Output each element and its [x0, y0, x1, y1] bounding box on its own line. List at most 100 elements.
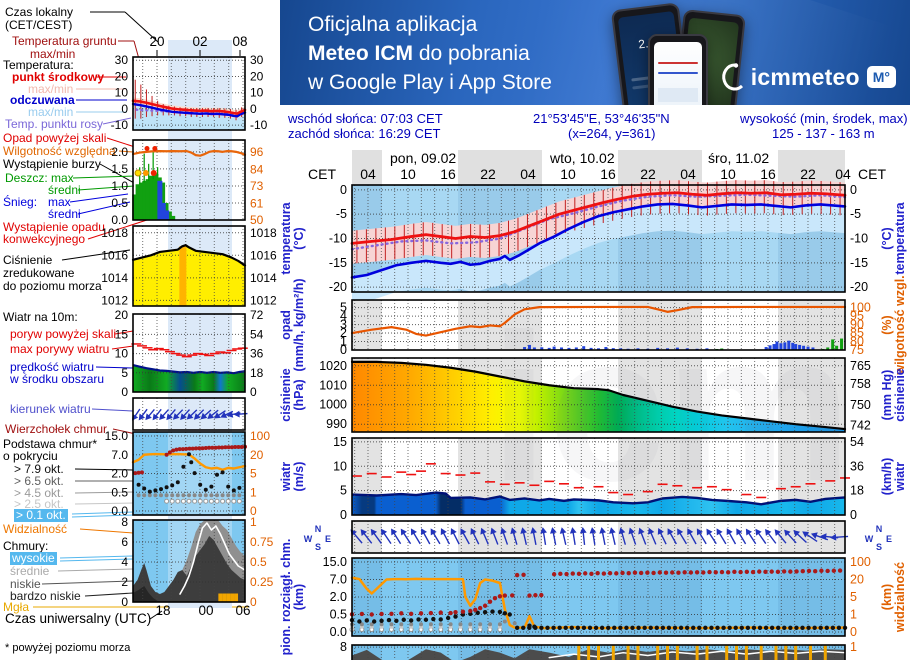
svg-text:W: W [865, 534, 874, 544]
svg-text:(m/s): (m/s) [292, 462, 306, 492]
svg-text:0.0: 0.0 [330, 625, 347, 639]
svg-text:04: 04 [835, 166, 851, 182]
svg-text:1012: 1012 [101, 293, 128, 307]
legend-fn: * powyżej poziomu morza [5, 642, 131, 654]
altitude-label: wysokość (min, środek, max) [740, 111, 908, 126]
svg-text:2.0: 2.0 [330, 590, 347, 604]
svg-text:1.0: 1.0 [111, 179, 128, 193]
svg-text:wiatr: wiatr [280, 462, 293, 492]
banner-line1: Oficjalna aplikacja [308, 13, 478, 36]
svg-text:S: S [876, 542, 882, 552]
svg-text:5: 5 [340, 301, 347, 315]
svg-text:-15: -15 [329, 256, 347, 270]
svg-text:1: 1 [250, 485, 257, 499]
svg-text:742: 742 [850, 419, 871, 433]
svg-text:10: 10 [400, 166, 416, 182]
svg-text:61: 61 [250, 197, 264, 211]
svg-text:widzialność: widzialność [893, 562, 907, 633]
svg-text:20: 20 [250, 448, 264, 462]
panel-precipitation: 2.0 1.5 1.0 0.5 0.0 96 84 73 61 50 [111, 139, 264, 227]
svg-text:0.25: 0.25 [250, 575, 274, 589]
svg-text:5: 5 [340, 484, 347, 498]
svg-text:15: 15 [333, 435, 347, 449]
legend-wc: Wierzchołek chmur [5, 422, 108, 436]
legend-pw2: w środku obszaru [10, 372, 105, 386]
svg-text:10: 10 [720, 166, 736, 182]
legend-tg2: max/min [30, 47, 76, 61]
svg-text:wto, 10.02: wto, 10.02 [549, 150, 615, 166]
svg-text:36: 36 [850, 459, 864, 473]
grid-xy: (x=264, y=361) [568, 126, 656, 141]
svg-text:0: 0 [250, 385, 257, 399]
svg-text:36: 36 [250, 347, 264, 361]
svg-text:20: 20 [149, 34, 164, 49]
svg-text:0.5: 0.5 [330, 608, 347, 622]
legend-utc: Czas uniwersalny (UTC) [5, 611, 152, 626]
svg-text:N: N [315, 524, 322, 534]
svg-text:wilgotność wzgl.: wilgotność wzgl. [893, 275, 907, 375]
svg-text:1016: 1016 [250, 248, 277, 262]
svg-text:W: W [304, 534, 313, 544]
legend-s3: średni [48, 207, 81, 221]
svg-text:wiatr: wiatr [893, 462, 907, 492]
svg-text:1: 1 [850, 640, 857, 654]
svg-text:10: 10 [250, 86, 264, 100]
svg-text:(hPa): (hPa) [292, 379, 306, 410]
time-axis-main: pon, 09.02 wto, 10.02 śro, 11.02 04 10 16 22 04… [308, 150, 886, 185]
svg-text:(km): (km) [880, 584, 894, 610]
svg-text:śro, 11.02: śro, 11.02 [708, 150, 769, 166]
legend-d2: średni [48, 183, 81, 197]
app-banner[interactable]: Oficjalna aplikacja Meteo ICM do pobrani… [280, 0, 910, 105]
svg-text:54: 54 [850, 435, 864, 449]
legend-os: Opad powyżej skali [3, 131, 107, 145]
svg-text:765: 765 [850, 359, 871, 373]
svg-text:-20: -20 [329, 280, 347, 294]
sunset-info: zachód słońca: 16:29 CET [288, 126, 441, 141]
svg-text:(%): (%) [880, 315, 894, 334]
svg-text:750: 750 [850, 398, 871, 412]
svg-text:E: E [325, 534, 331, 544]
svg-text:72: 72 [250, 308, 264, 322]
svg-text:N: N [876, 524, 883, 534]
svg-text:96: 96 [250, 145, 264, 159]
svg-text:0: 0 [340, 343, 347, 357]
panel-clouds: 15.0 7.0 2.0 0.5 0.0 100 20 5 1 0 [105, 429, 271, 518]
svg-text:(mm/h, kg/m²/h): (mm/h, kg/m²/h) [292, 278, 306, 371]
svg-text:-10: -10 [250, 118, 268, 132]
panel-direction [132, 397, 248, 431]
panel-wind: 20 15 10 5 0 72 54 36 18 0 [115, 308, 264, 399]
panel-temperature: 30 20 10 0 -10 30 20 10 0 -10 [111, 53, 268, 132]
svg-text:1000: 1000 [319, 398, 347, 412]
svg-text:30: 30 [115, 53, 129, 67]
svg-text:7.0: 7.0 [111, 448, 128, 462]
logo-swoosh-icon [721, 63, 743, 91]
svg-text:22: 22 [480, 166, 496, 182]
banner-text: Oficjalna aplikacja Meteo ICM do pobrani… [308, 10, 552, 97]
svg-text:100: 100 [850, 301, 871, 315]
svg-text:1: 1 [340, 335, 347, 349]
legend-pw1: prędkość wiatru [10, 360, 95, 374]
svg-text:1012: 1012 [250, 293, 277, 307]
svg-text:758: 758 [850, 377, 871, 391]
svg-text:S: S [315, 542, 321, 552]
svg-text:0: 0 [250, 504, 257, 518]
svg-text:(km): (km) [292, 584, 306, 610]
legend-mpw: max porywy wiatru [10, 342, 110, 356]
legend-ok1: Wystąpienie opadu [3, 220, 105, 234]
svg-text:80: 80 [850, 335, 864, 349]
svg-text:4: 4 [121, 555, 128, 569]
svg-text:04: 04 [360, 166, 376, 182]
svg-text:20: 20 [250, 69, 264, 83]
svg-text:0.5: 0.5 [111, 485, 128, 499]
svg-text:1020: 1020 [319, 359, 347, 373]
phone-meteogram [648, 34, 708, 105]
svg-text:18: 18 [250, 366, 264, 380]
svg-text:-10: -10 [111, 118, 129, 132]
svg-text:5: 5 [250, 467, 257, 481]
svg-text:15: 15 [115, 327, 129, 341]
legend-o79: > 7.9 okt. [14, 462, 64, 476]
